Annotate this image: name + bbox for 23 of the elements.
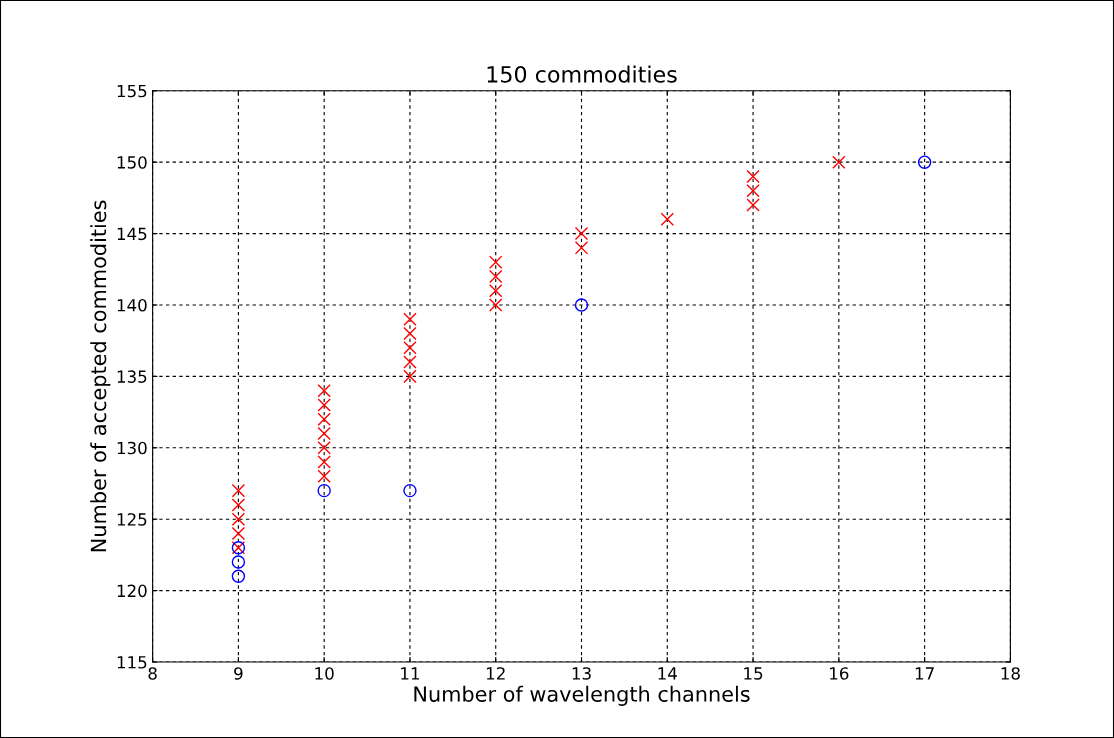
x-tick-label: 15 [744,667,763,680]
x-tick-label: 16 [830,667,849,680]
y-axis-title: Number of accepted commodities [90,200,111,552]
chart-title: 150 commodities [487,65,677,83]
x-tick-label: 14 [658,667,677,680]
y-tick-label: 145 [117,227,147,241]
y-tick-label: 150 [117,156,147,169]
y-tick-label: 125 [117,513,147,526]
x-tick-label: 10 [315,667,334,680]
x-tick-label: 17 [915,667,934,680]
x-tick-label: 9 [234,667,243,680]
y-tick-label: 130 [117,441,147,455]
y-tick-label: 120 [117,584,147,598]
x-tick-label: 12 [486,667,505,680]
y-tick-label: 115 [117,656,147,669]
x-tick-label: 18 [1001,667,1020,680]
x-tick-label: 8 [148,667,157,680]
x-tick-label: 13 [572,667,591,680]
y-tick-label: 155 [117,84,147,98]
y-tick-label: 140 [117,298,147,312]
y-tick-label: 135 [117,370,147,383]
x-axis-title: Number of wavelength channels [414,685,750,706]
x-tick-label: 11 [401,667,420,680]
